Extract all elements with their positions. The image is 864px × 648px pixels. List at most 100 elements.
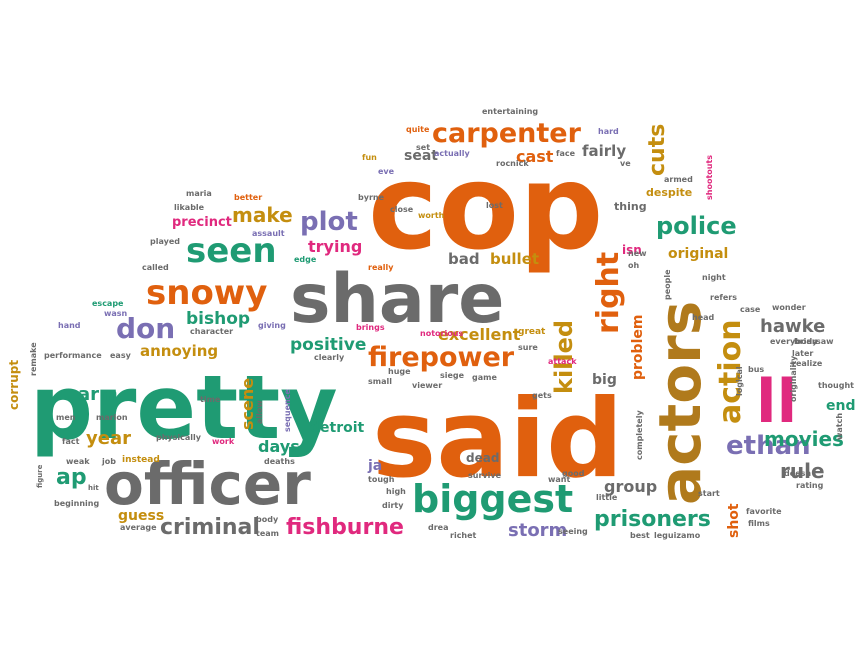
word-deaths: deaths	[264, 457, 295, 466]
word-seeing: seeing	[558, 527, 588, 536]
word-survive: survive	[468, 471, 502, 480]
word-entertaining: entertaining	[482, 107, 538, 116]
word-year: year	[86, 428, 131, 449]
word-likable: likable	[174, 203, 205, 212]
word-lost: lost	[486, 201, 503, 210]
word-night: night	[702, 273, 726, 282]
word-small: small	[368, 377, 392, 386]
word-make: make	[232, 203, 293, 227]
word-annoying: annoying	[140, 342, 218, 360]
word-viewer: viewer	[412, 381, 442, 390]
word-bishop: bishop	[186, 309, 250, 329]
word-fact: fact	[62, 437, 80, 446]
word-assault: assault	[252, 229, 285, 238]
word-best: best	[630, 531, 650, 540]
word-maria: maria	[186, 189, 212, 198]
word-saw: saw	[816, 337, 834, 346]
word-shot: shot	[726, 503, 742, 538]
word-oh: oh	[628, 261, 639, 270]
word-brian: brian	[794, 337, 818, 346]
word-bus: bus	[748, 365, 764, 374]
word-despite: despite	[646, 186, 692, 199]
word-original: original	[668, 246, 728, 262]
word-snowy: snowy	[146, 273, 267, 313]
word-want: want	[548, 475, 570, 484]
word-job: job	[101, 457, 116, 466]
word-actually: actually	[434, 149, 471, 158]
word-logical: logical	[735, 366, 744, 396]
word-better: better	[234, 193, 262, 202]
word-work: work	[212, 437, 235, 446]
word-high: high	[386, 487, 406, 496]
word-doesn: doesn	[784, 469, 811, 478]
word-edge: edge	[294, 255, 317, 264]
word-hit: hit	[88, 484, 99, 492]
word-officer: officer	[104, 450, 311, 518]
word-played: played	[150, 237, 180, 246]
word-figure: figure	[36, 464, 44, 488]
word-prisoners: prisoners	[594, 507, 711, 532]
word-don: don	[116, 312, 175, 345]
word-corrupt: corrupt	[7, 360, 21, 410]
word-thing: thing	[614, 200, 647, 213]
word-case: case	[740, 305, 761, 314]
word-brings: brings	[356, 323, 385, 332]
word-days: days	[258, 437, 300, 456]
word-ll: ll	[756, 367, 797, 437]
word-positive: positive	[290, 335, 366, 355]
word-storm: storm	[508, 520, 567, 541]
word-rating: rating	[796, 481, 824, 490]
word-actors: actors	[646, 301, 714, 505]
word-wasn: wasn	[104, 309, 128, 318]
word-rocnick: rocnick	[496, 159, 529, 168]
word-richet: richet	[450, 531, 477, 540]
word-worth: worth	[418, 211, 445, 220]
word-called: called	[142, 263, 169, 272]
word-cast: cast	[516, 147, 554, 166]
word-group: group	[604, 477, 657, 496]
word-later: later	[792, 349, 813, 358]
word-bad: bad	[448, 250, 480, 268]
word-great: great	[518, 327, 546, 337]
word-drea: drea	[428, 523, 449, 532]
word-guess: guess	[118, 508, 164, 524]
word-start: start	[698, 489, 720, 498]
word-excellent: excellent	[438, 325, 521, 344]
word-armed: armed	[664, 175, 693, 184]
word-dead: dead	[466, 451, 499, 465]
word-weak: weak	[66, 457, 90, 466]
word-arm: arm	[78, 384, 118, 405]
word-remake: remake	[29, 342, 38, 376]
word-eve: eve	[378, 167, 395, 176]
word-average: average	[120, 523, 157, 532]
word-hawke: hawke	[760, 316, 825, 337]
word-firepower: firepower	[368, 342, 515, 373]
word-completely: completely	[635, 410, 644, 460]
word-big: big	[592, 372, 617, 388]
word-fairly: fairly	[582, 142, 626, 160]
word-watch: watch	[835, 413, 844, 440]
word-allow: allow	[255, 400, 264, 424]
word-shootouts: shootouts	[705, 155, 714, 200]
word-sure: sure	[518, 343, 538, 352]
word-byrne: byrne	[358, 193, 385, 202]
word-dirty: dirty	[382, 501, 404, 510]
word-said: said	[372, 377, 624, 502]
word-fun: fun	[362, 153, 377, 162]
word-notorious: notorious	[420, 329, 463, 338]
word-quite: quite	[406, 125, 430, 134]
word-team: team	[256, 529, 279, 538]
word-time: time	[200, 395, 221, 404]
word-scene: scene	[238, 378, 257, 430]
word-police: police	[656, 212, 737, 240]
word-tough: tough	[368, 475, 395, 484]
word-films: films	[748, 519, 770, 528]
word-problem: problem	[630, 315, 646, 380]
word-killed: killed	[550, 320, 578, 394]
word-beginning: beginning	[54, 499, 99, 508]
word-biggest: biggest	[412, 477, 573, 521]
word-movies: movies	[764, 427, 844, 451]
word-huge: huge	[388, 367, 411, 376]
word-refers: refers	[710, 293, 737, 302]
word-everybody: everybody	[770, 337, 818, 346]
